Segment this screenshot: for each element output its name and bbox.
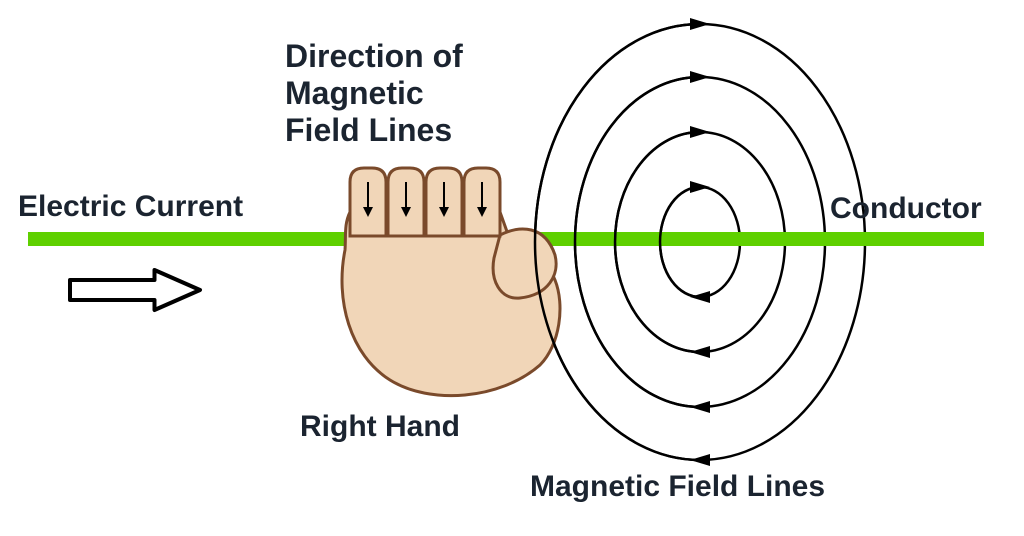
current-direction-arrow xyxy=(70,270,200,310)
label-direction-of-field: Direction of Magnetic Field Lines xyxy=(285,38,463,148)
diagram-svg xyxy=(0,0,1024,536)
label-right-hand: Right Hand xyxy=(300,410,460,445)
label-magnetic-field-lines: Magnetic Field Lines xyxy=(530,470,825,505)
label-conductor: Conductor xyxy=(830,192,982,227)
label-electric-current: Electric Current xyxy=(18,190,243,225)
right-hand xyxy=(342,168,560,396)
diagram-stage: Electric Current Direction of Magnetic F… xyxy=(0,0,1024,536)
